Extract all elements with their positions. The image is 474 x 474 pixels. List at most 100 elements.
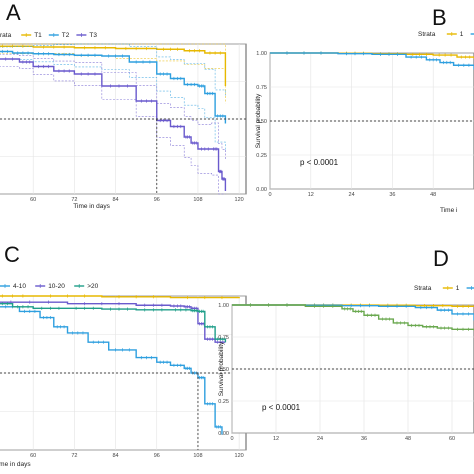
censor-mark bbox=[165, 72, 169, 76]
censor-mark bbox=[193, 82, 196, 87]
censor-mark bbox=[21, 294, 25, 298]
censor-mark bbox=[49, 315, 52, 320]
censor-mark bbox=[23, 309, 26, 313]
censor-mark bbox=[109, 84, 112, 88]
censor-mark bbox=[221, 337, 225, 341]
censor-mark bbox=[172, 304, 176, 308]
censor-mark bbox=[211, 337, 214, 341]
censor-mark bbox=[220, 295, 224, 300]
censor-mark bbox=[345, 52, 348, 56]
censor-mark bbox=[117, 295, 121, 299]
legend-title: Strata bbox=[418, 31, 436, 38]
censor-mark bbox=[152, 303, 155, 307]
censor-mark bbox=[395, 304, 399, 308]
censor-mark bbox=[117, 302, 121, 306]
censor-mark bbox=[439, 308, 443, 312]
censor-mark bbox=[179, 304, 182, 308]
censor-mark bbox=[150, 99, 153, 103]
y-tick-label: 0.25 bbox=[256, 153, 267, 159]
censor-mark bbox=[403, 321, 406, 325]
censor-mark bbox=[71, 331, 74, 335]
censor-mark bbox=[176, 76, 179, 81]
censor-mark bbox=[200, 147, 203, 151]
censor-mark bbox=[411, 52, 414, 56]
censor-mark bbox=[206, 402, 209, 406]
curves-b bbox=[270, 51, 474, 70]
censor-mark bbox=[1, 44, 4, 48]
series-3 bbox=[232, 303, 474, 331]
censor-mark bbox=[42, 52, 45, 56]
censor-mark bbox=[92, 340, 95, 344]
censor-mark bbox=[368, 304, 371, 308]
x-tick-label: 24 bbox=[349, 192, 355, 198]
censor-mark bbox=[176, 363, 179, 367]
censor-mark bbox=[158, 360, 162, 364]
ci-upper-line bbox=[0, 54, 226, 160]
censor-mark bbox=[42, 315, 45, 320]
x-tick-label: 0 bbox=[230, 436, 233, 442]
censor-mark bbox=[26, 305, 30, 309]
y-tick-label: 1.00 bbox=[218, 303, 229, 309]
censor-mark bbox=[97, 340, 100, 344]
censor-mark bbox=[447, 326, 450, 330]
x-tick-label: 36 bbox=[389, 192, 395, 198]
censor-mark bbox=[134, 46, 138, 51]
censor-mark bbox=[145, 99, 148, 103]
y-axis-title-b: Survival probability bbox=[255, 93, 262, 148]
censor-mark bbox=[198, 49, 201, 53]
censor-mark bbox=[165, 360, 169, 364]
censor-mark bbox=[417, 323, 421, 328]
legend-swatch-mark bbox=[450, 32, 454, 36]
censor-mark bbox=[216, 340, 219, 344]
censor-mark bbox=[176, 304, 179, 308]
censor-mark bbox=[442, 60, 445, 65]
censor-mark bbox=[102, 340, 105, 344]
legend-b: Strata12 bbox=[418, 31, 474, 38]
censor-mark bbox=[62, 325, 66, 329]
censor-mark bbox=[148, 60, 152, 64]
censor-mark bbox=[219, 337, 222, 341]
panel-a: A rata T1 T2 T3 60 72 84 96 108 120 Time in days bbox=[0, 0, 247, 210]
censor-mark bbox=[109, 307, 112, 311]
censor-mark bbox=[1, 49, 4, 54]
censor-mark bbox=[267, 303, 270, 307]
censor-mark bbox=[188, 305, 191, 309]
x-tick-label: 84 bbox=[113, 197, 119, 203]
legend-entry: >20 bbox=[87, 283, 98, 290]
censor-mark bbox=[117, 307, 121, 311]
legend-entry: 1 bbox=[460, 31, 464, 38]
censor-mark bbox=[219, 425, 222, 429]
censor-mark bbox=[464, 55, 467, 59]
censor-mark bbox=[359, 304, 362, 308]
censor-mark bbox=[59, 325, 62, 329]
censor-mark bbox=[93, 46, 97, 50]
x-tick-label: 108 bbox=[193, 197, 202, 203]
censor-mark bbox=[33, 309, 37, 313]
censor-mark bbox=[86, 53, 90, 57]
censor-mark bbox=[349, 307, 352, 311]
censor-mark bbox=[104, 46, 107, 50]
censor-mark bbox=[117, 84, 121, 88]
censor-mark bbox=[381, 317, 384, 321]
censor-mark bbox=[172, 124, 176, 129]
censor-mark bbox=[216, 337, 219, 341]
series-4 bbox=[0, 294, 240, 300]
censor-mark bbox=[219, 114, 222, 118]
censor-mark bbox=[37, 64, 40, 69]
censor-mark bbox=[419, 305, 423, 310]
censor-mark bbox=[449, 53, 453, 57]
legend-a: rata T1 T2 T3 bbox=[0, 32, 97, 39]
censor-mark bbox=[203, 147, 207, 151]
survival-curve bbox=[232, 304, 474, 321]
censor-mark bbox=[6, 49, 9, 54]
series-T2 bbox=[0, 43, 227, 152]
censor-mark bbox=[206, 91, 209, 96]
censor-mark bbox=[76, 331, 80, 335]
censor-mark bbox=[143, 308, 146, 312]
censor-mark bbox=[221, 340, 225, 344]
censor-mark bbox=[141, 60, 145, 64]
censor-mark bbox=[179, 124, 182, 129]
censor-mark bbox=[114, 54, 117, 58]
censor-mark bbox=[211, 325, 214, 329]
